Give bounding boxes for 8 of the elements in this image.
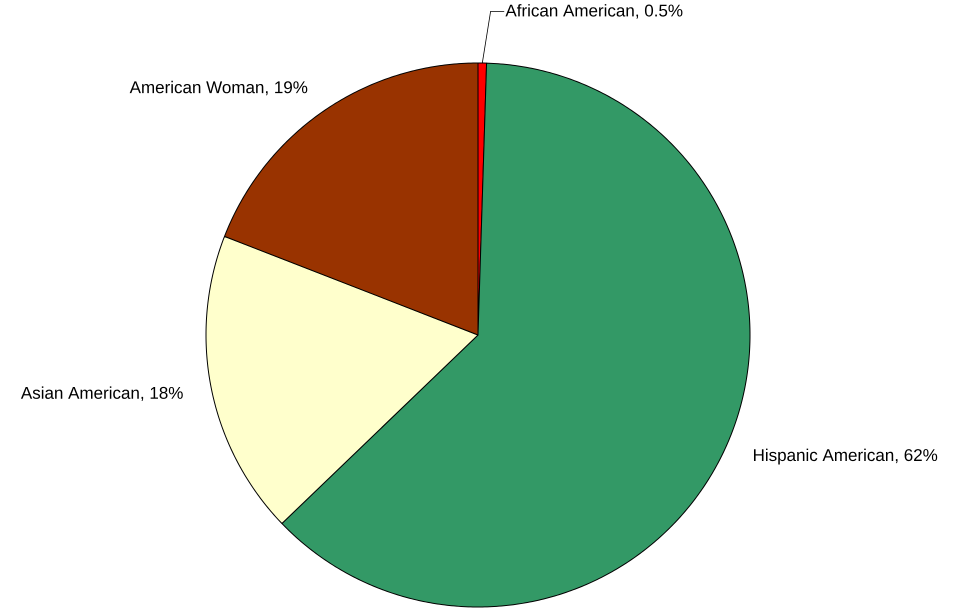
data-label: , 19% <box>266 81 308 96</box>
data-label: , 62% <box>896 449 938 464</box>
slice-label: African American <box>505 4 634 17</box>
slice-label: Hispanic American <box>754 448 894 464</box>
slice-label: Asian American <box>20 386 139 399</box>
data-label: , 18% <box>141 386 183 401</box>
data-label: , 0.5% <box>636 4 682 19</box>
slice-label: American Woman <box>130 80 264 94</box>
